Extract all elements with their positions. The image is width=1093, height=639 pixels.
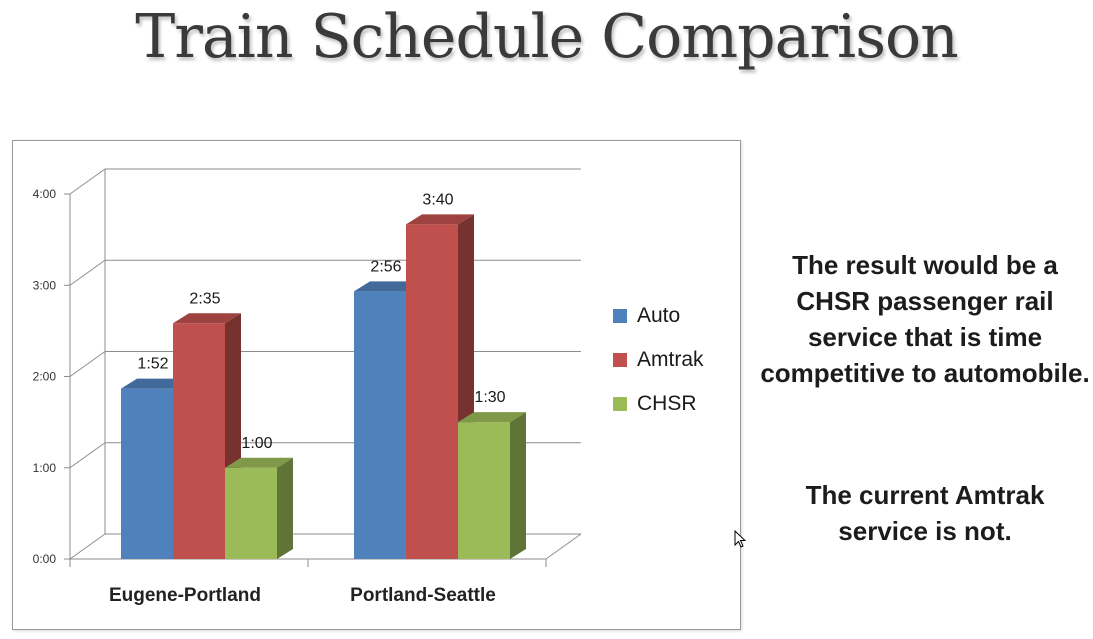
y-tick-label: 0:00 [33, 552, 57, 566]
legend: Auto Amtrak CHSR [613, 304, 704, 415]
amtrak-statement: The current Amtrak service is not. [805, 480, 1045, 546]
data-label-amtrak-eugene-portland: 2:35 [189, 290, 220, 307]
wall-gridline [69, 533, 106, 560]
floor-edge [545, 533, 582, 560]
legend-label-amtrak: Amtrak [637, 348, 704, 371]
data-label-chsr-portland-seattle: 1:30 [474, 389, 505, 406]
mouse-cursor-icon [734, 530, 747, 548]
y-tick-label: 2:00 [33, 370, 57, 384]
legend-label-chsr: CHSR [637, 392, 697, 415]
chart-frame: 0:00 1:00 2:00 3:00 4:00 Eugene-Portland Portl… [12, 140, 741, 630]
wall-gridline [69, 168, 106, 195]
bar-chsr-portland-seattle [458, 412, 526, 559]
legend-swatch-auto [613, 309, 627, 323]
x-category-label: Portland-Seattle [350, 585, 496, 606]
data-label-chsr-eugene-portland: 1:00 [241, 435, 272, 452]
wall-gridline [69, 351, 106, 377]
legend-label-auto: Auto [637, 304, 680, 327]
data-label-auto-eugene-portland: 1:52 [137, 356, 168, 373]
y-tick-label: 4:00 [33, 187, 57, 201]
legend-swatch-amtrak [613, 353, 627, 367]
result-statement: The result would be a CHSR passenger rai… [760, 250, 1090, 388]
data-label-amtrak-portland-seattle: 3:40 [422, 191, 453, 208]
wall-gridline [69, 442, 106, 469]
bar-chart: 0:00 1:00 2:00 3:00 4:00 Eugene-Portland Portl… [33, 168, 704, 606]
y-tick-label: 3:00 [33, 278, 57, 292]
wall-gridline [69, 259, 106, 286]
x-category-label: Eugene-Portland [109, 585, 261, 606]
slide-title: Train Schedule Comparison [135, 2, 959, 72]
data-label-auto-portland-seattle: 2:56 [370, 258, 401, 275]
bars [121, 214, 526, 559]
y-tick-label: 1:00 [33, 461, 57, 475]
legend-swatch-chsr [613, 397, 627, 411]
bar-chsr-eugene-portland [225, 457, 293, 559]
data-labels: 1:52 2:56 2:35 3:40 1:00 1:30 [137, 191, 505, 451]
